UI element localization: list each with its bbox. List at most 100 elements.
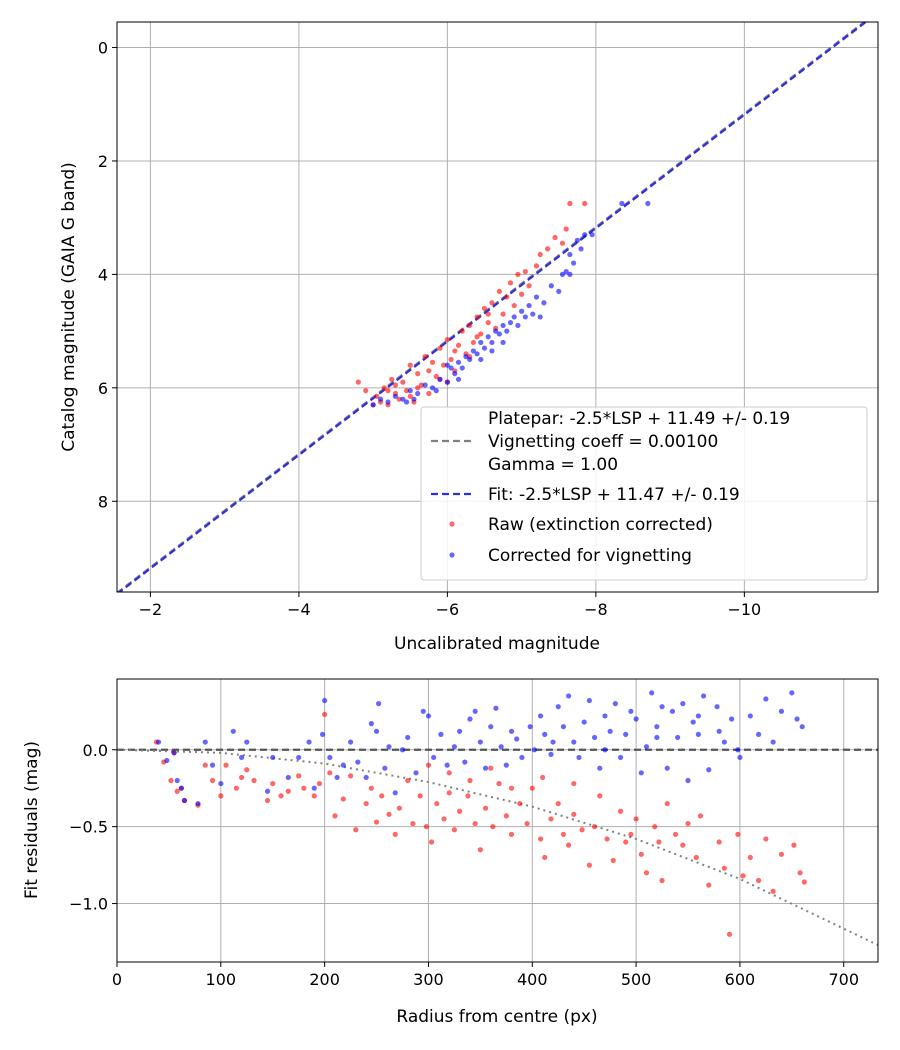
residuals-point bbox=[566, 693, 572, 699]
residuals-point bbox=[801, 879, 807, 885]
residuals-point bbox=[586, 862, 592, 868]
residuals-point bbox=[638, 770, 644, 776]
calibration-point bbox=[526, 283, 532, 289]
calibration-point bbox=[392, 393, 399, 399]
residuals-point bbox=[628, 831, 634, 837]
residuals-point bbox=[498, 744, 504, 750]
calibration-point bbox=[478, 339, 484, 346]
residuals-point bbox=[542, 731, 548, 737]
residuals-point bbox=[643, 744, 650, 750]
residuals-point bbox=[472, 708, 478, 714]
calibration-point bbox=[541, 300, 547, 306]
calibration-point bbox=[385, 399, 391, 405]
calibration-point bbox=[370, 402, 376, 408]
residuals-point bbox=[623, 731, 629, 737]
calibration-plot: −2 −4 −6 −8 −10 0 2 4 6 8 Uncalibrated magnitude… bbox=[59, 21, 879, 654]
calibration-point bbox=[429, 359, 436, 365]
calibration-point bbox=[533, 263, 540, 269]
residuals-point bbox=[604, 836, 610, 842]
residuals-point bbox=[306, 739, 312, 745]
calibration-x-tick-label: −10 bbox=[727, 600, 761, 619]
residuals-point bbox=[680, 842, 686, 848]
calibration-point bbox=[522, 268, 528, 275]
calibration-point bbox=[444, 379, 450, 385]
residuals-point bbox=[531, 747, 537, 753]
residuals-point bbox=[428, 839, 435, 845]
calibration-y-tick-label: 6 bbox=[98, 379, 108, 398]
calibration-point bbox=[422, 354, 428, 360]
calibration-point bbox=[563, 268, 569, 275]
calibration-point bbox=[418, 382, 424, 388]
residuals-y-tick-label: 0.0 bbox=[83, 741, 108, 760]
calibration-point bbox=[407, 388, 413, 394]
residuals-point bbox=[353, 827, 359, 833]
residuals-point bbox=[579, 827, 585, 833]
residuals-point bbox=[550, 739, 556, 745]
residuals-point bbox=[560, 724, 567, 730]
calibration-x-ticks: −2 −4 −6 −8 −10 bbox=[139, 592, 761, 619]
calibration-points bbox=[355, 200, 651, 408]
calibration-point bbox=[526, 302, 532, 309]
residuals-point bbox=[628, 708, 634, 714]
residuals-point bbox=[700, 693, 707, 699]
calibration-point bbox=[400, 379, 406, 385]
calibration-point bbox=[355, 379, 361, 385]
residuals-point bbox=[519, 754, 525, 761]
residuals-point bbox=[431, 754, 437, 761]
residuals-point bbox=[503, 813, 509, 819]
residuals-point bbox=[756, 731, 762, 737]
calibration-point bbox=[537, 251, 543, 258]
residuals-point bbox=[332, 813, 338, 819]
residuals-point bbox=[548, 751, 554, 757]
calibration-point bbox=[452, 348, 458, 354]
residuals-point bbox=[778, 708, 785, 714]
calibration-point bbox=[478, 356, 484, 363]
residuals-point bbox=[643, 870, 650, 876]
calibration-y-ticks: 0 2 4 6 8 bbox=[98, 39, 117, 511]
residuals-point bbox=[664, 800, 670, 807]
residuals-point bbox=[164, 757, 170, 764]
residuals-point bbox=[477, 739, 483, 745]
residuals-point bbox=[548, 816, 554, 822]
residuals-point bbox=[467, 777, 473, 784]
residuals-point bbox=[238, 754, 245, 761]
calibration-point bbox=[589, 232, 595, 238]
calibration-point bbox=[467, 322, 473, 329]
calibration-point bbox=[533, 294, 540, 300]
residuals-point bbox=[202, 762, 208, 768]
residuals-x-tick-label: 700 bbox=[828, 970, 859, 989]
residuals-point bbox=[697, 813, 704, 819]
calibration-point bbox=[467, 356, 473, 363]
residuals-point bbox=[441, 816, 447, 822]
calibration-y-tick-label: 2 bbox=[98, 152, 108, 171]
calibration-point bbox=[459, 328, 465, 334]
calibration-point bbox=[578, 246, 584, 252]
residuals-point bbox=[610, 857, 616, 864]
residuals-point bbox=[319, 731, 326, 737]
calibration-point bbox=[452, 371, 458, 377]
residuals-point bbox=[420, 708, 426, 714]
calibration-point bbox=[415, 385, 421, 391]
residuals-point bbox=[654, 724, 660, 730]
calibration-point bbox=[455, 359, 462, 365]
residuals-point bbox=[363, 800, 369, 807]
residuals-point bbox=[537, 713, 544, 719]
calibration-point bbox=[441, 362, 447, 368]
calibration-point bbox=[411, 396, 417, 402]
residuals-x-ticks: 0 100 200 300 400 500 600 700 bbox=[112, 962, 859, 989]
residuals-point bbox=[340, 796, 346, 802]
residuals-point bbox=[706, 767, 712, 773]
residuals-point bbox=[285, 774, 291, 781]
residuals-point bbox=[316, 780, 323, 787]
calibration-y-tick-label: 0 bbox=[98, 39, 108, 58]
residuals-point bbox=[555, 800, 561, 807]
residuals-point bbox=[726, 931, 733, 937]
residuals-point bbox=[529, 785, 535, 791]
residuals-point bbox=[386, 811, 392, 817]
residuals-point bbox=[327, 770, 333, 776]
calibration-point bbox=[444, 337, 450, 343]
residuals-point bbox=[218, 780, 224, 787]
calibration-point bbox=[459, 365, 465, 371]
residuals-x-tick-label: 200 bbox=[309, 970, 340, 989]
residuals-x-tick-label: 100 bbox=[206, 970, 237, 989]
